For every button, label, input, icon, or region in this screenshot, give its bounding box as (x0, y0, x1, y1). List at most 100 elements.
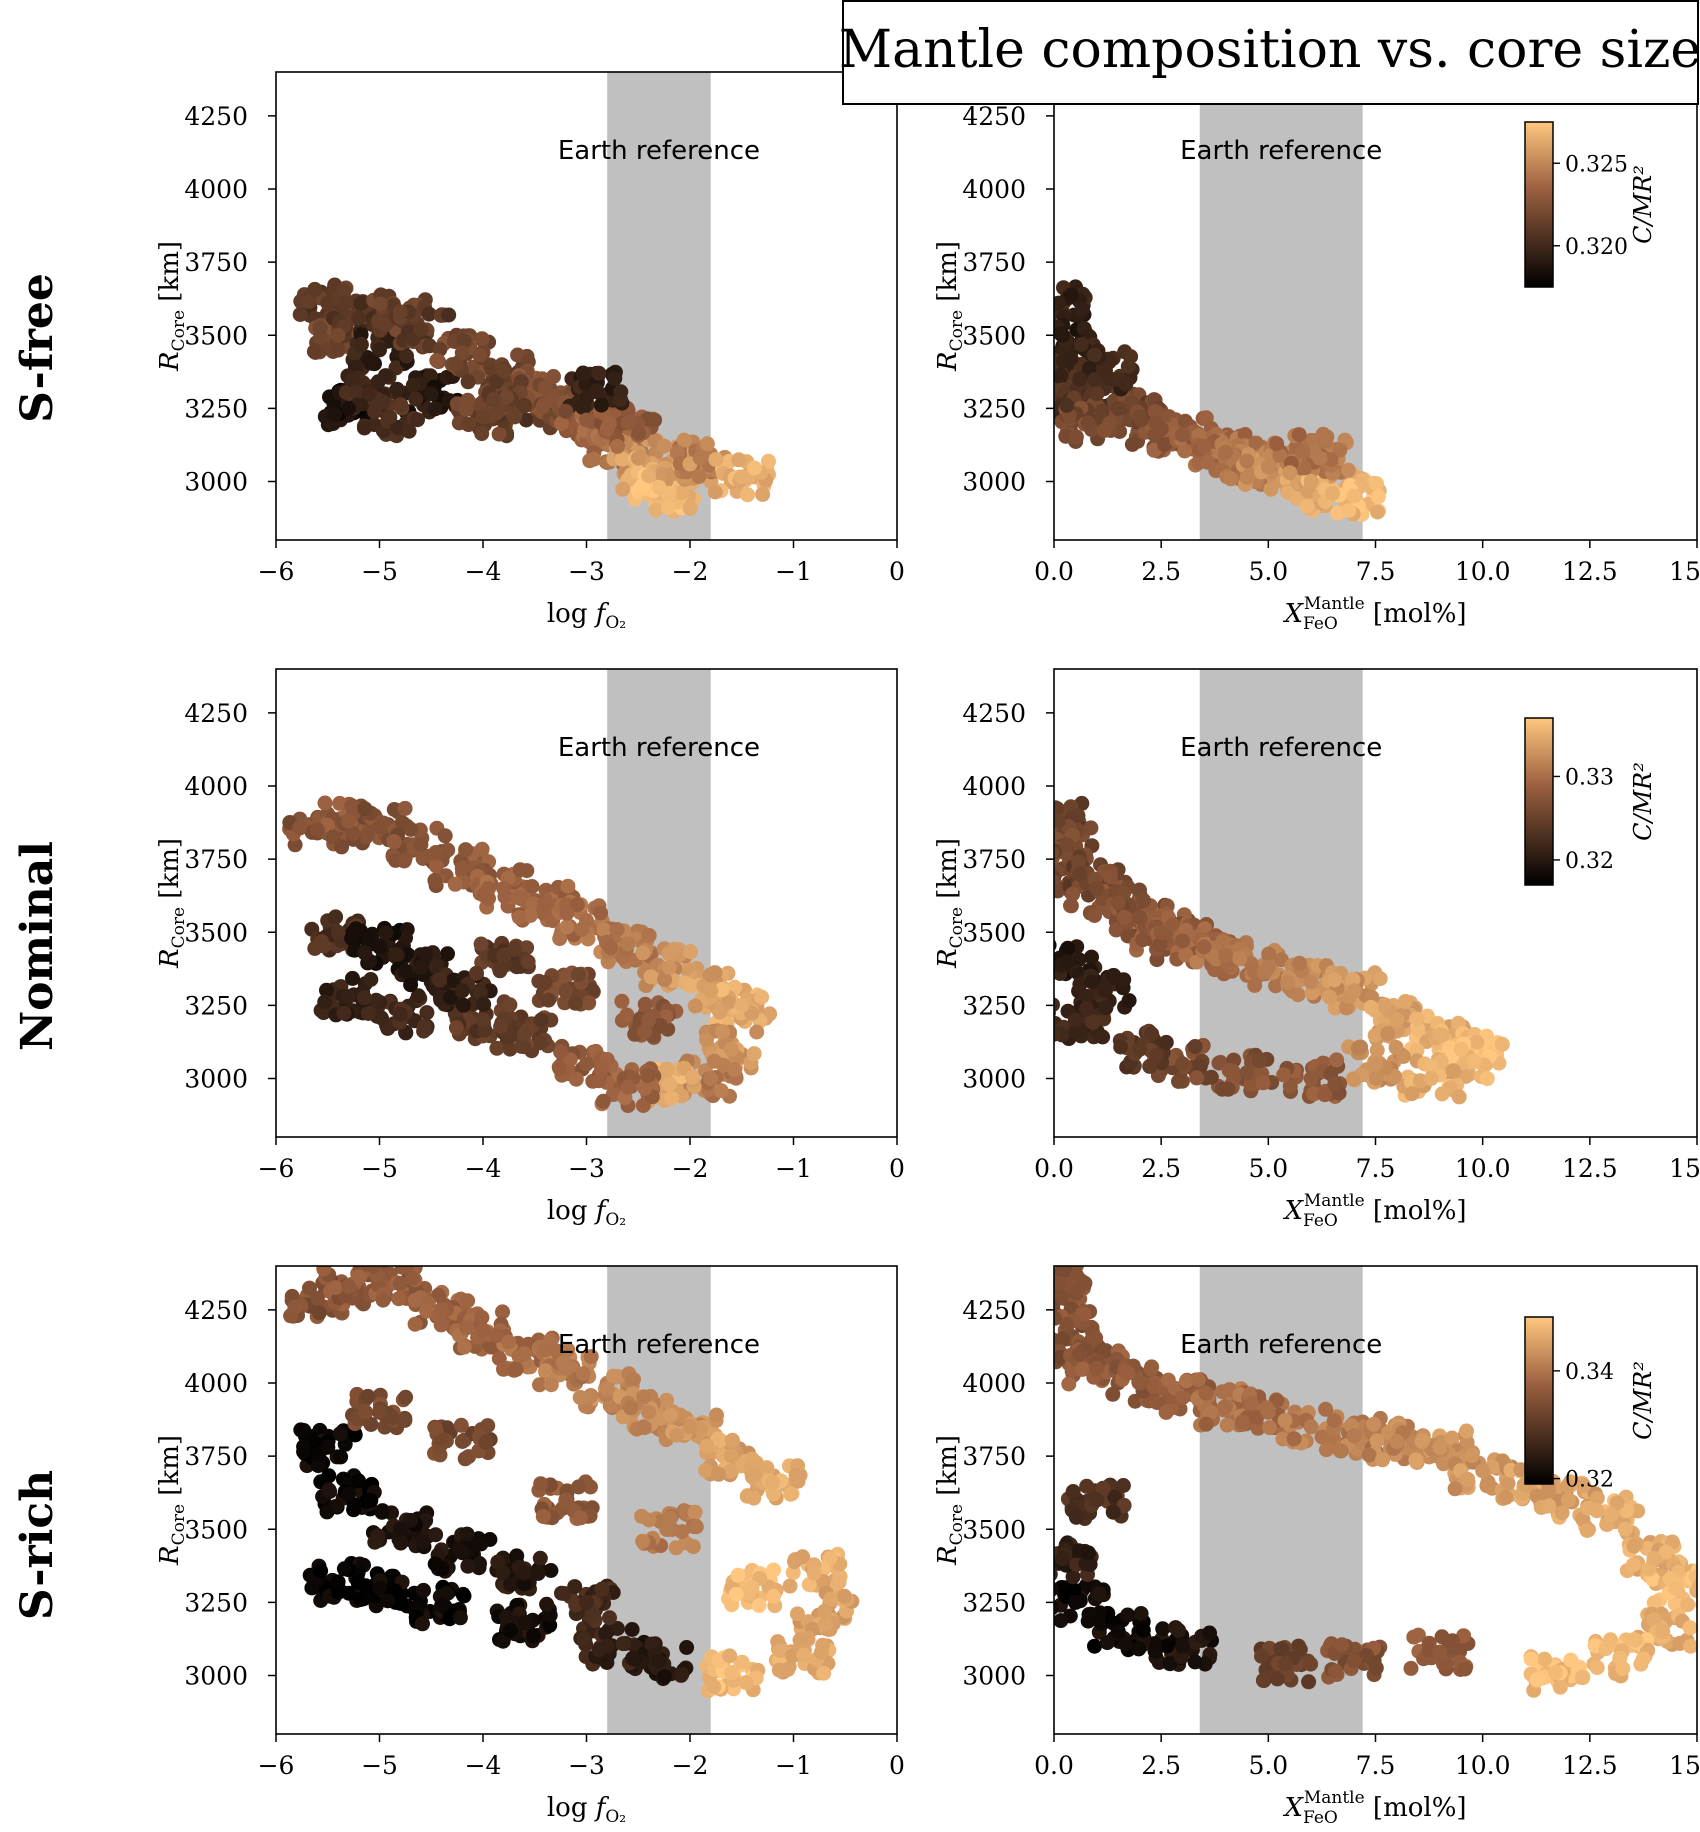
scatter-point (1192, 1058, 1208, 1074)
scatter-point (723, 1041, 739, 1057)
scatter-point (1244, 1396, 1260, 1412)
scatter-point (321, 1482, 337, 1498)
scatter-point (306, 344, 322, 360)
scatter-point (1034, 829, 1049, 844)
scatter-point (1089, 880, 1105, 896)
panel-r0-c1: Earth reference0.02.55.07.510.012.515.03… (933, 71, 1700, 634)
scatter-point (1087, 372, 1103, 388)
scatter-point (1038, 314, 1053, 329)
scatter-point (1232, 950, 1248, 966)
scatter-point (1025, 279, 1040, 294)
scatter-point (1060, 940, 1076, 956)
scatter-point (1220, 1081, 1236, 1097)
scatter-point (453, 1417, 469, 1433)
scatter-point (801, 1577, 817, 1593)
scatter-point (1260, 459, 1276, 475)
scatter-point (357, 801, 373, 817)
scatter-point (1037, 316, 1052, 331)
scatter-point (489, 1327, 505, 1343)
scatter-point (609, 1621, 625, 1636)
scatter-point (418, 946, 434, 962)
scatter-point (428, 845, 444, 860)
scatter-point (676, 432, 692, 448)
scatter-point (495, 1633, 511, 1649)
scatter-point (388, 947, 403, 962)
scatter-point (668, 1540, 684, 1556)
scatter-point (361, 386, 377, 402)
scatter-point (684, 1069, 700, 1085)
y-tick-label: 3250 (184, 991, 248, 1020)
scatter-point (1388, 1039, 1404, 1055)
scatter-point (1325, 485, 1341, 501)
x-axis-label: XFeOMantle [mol%] (1282, 594, 1466, 634)
scatter-point (537, 975, 553, 990)
scatter-point (430, 1287, 446, 1303)
scatter-point (1135, 932, 1151, 948)
scatter-point (602, 1610, 617, 1626)
scatter-point (598, 1626, 614, 1642)
earth-reference-label: Earth reference (1180, 136, 1382, 166)
scatter-point (537, 380, 553, 396)
scatter-point (584, 1607, 600, 1622)
scatter-point (796, 1647, 812, 1663)
scatter-point (1036, 816, 1051, 831)
scatter-point (472, 347, 488, 363)
scatter-point (519, 863, 535, 879)
scatter-point (496, 1361, 511, 1377)
scatter-point (455, 1586, 471, 1602)
scatter-point (485, 392, 501, 408)
scatter-point (1451, 1089, 1467, 1105)
scatter-point (1035, 393, 1050, 408)
y-axis-label-subscript: Core (947, 310, 967, 351)
scatter-point (1196, 939, 1212, 955)
scatter-point (1054, 845, 1060, 861)
scatter-point (1269, 436, 1285, 452)
scatter-point (358, 1404, 373, 1420)
scatter-point (1218, 948, 1233, 964)
scatter-point (1132, 910, 1148, 926)
scatter-point (432, 972, 447, 988)
scatter-point (403, 977, 419, 993)
scatter-point (593, 905, 609, 921)
scatter-point (359, 827, 375, 842)
scatter-point (1054, 408, 1055, 414)
scatter-point (560, 878, 576, 894)
scatter-point (657, 1669, 672, 1685)
scatter-point (661, 1076, 677, 1092)
scatter-point (558, 403, 574, 419)
y-tick-label: 3500 (184, 1515, 248, 1544)
scatter-point (1054, 801, 1065, 817)
scatter-point (405, 1270, 421, 1286)
scatter-point (401, 423, 417, 439)
y-tick-label: 4250 (184, 699, 248, 728)
scatter-point (441, 307, 457, 323)
scatter-point (360, 1388, 376, 1404)
scatter-point (553, 1044, 569, 1060)
x-tick-label: −2 (672, 557, 709, 586)
scatter-point (454, 983, 470, 999)
y-tick-label: 3500 (962, 321, 1026, 350)
scatter-point (1498, 1490, 1514, 1505)
scatter-point (1466, 1053, 1482, 1069)
scatter-point (1117, 910, 1133, 926)
scatter-point (454, 345, 470, 361)
scatter-point (721, 994, 737, 1010)
scatter-point (715, 1024, 731, 1040)
scatter-point (699, 1438, 715, 1454)
scatter-point (349, 384, 364, 400)
scatter-point (620, 415, 636, 431)
scatter-point (1079, 988, 1095, 1004)
scatter-point (422, 368, 438, 384)
scatter-point (1097, 983, 1113, 999)
scatter-point (427, 872, 443, 888)
scatter-point (1031, 956, 1046, 971)
x-axis-label-subscript: O₂ (605, 1210, 626, 1230)
x-tick-label: −3 (568, 557, 605, 586)
scatter-point (1110, 895, 1126, 911)
scatter-point (637, 1024, 652, 1040)
scatter-point (1341, 503, 1357, 518)
scatter-point (1072, 866, 1088, 882)
scatter-point (1080, 415, 1096, 431)
scatter-point (663, 1407, 679, 1423)
scatter-point (1037, 358, 1052, 373)
